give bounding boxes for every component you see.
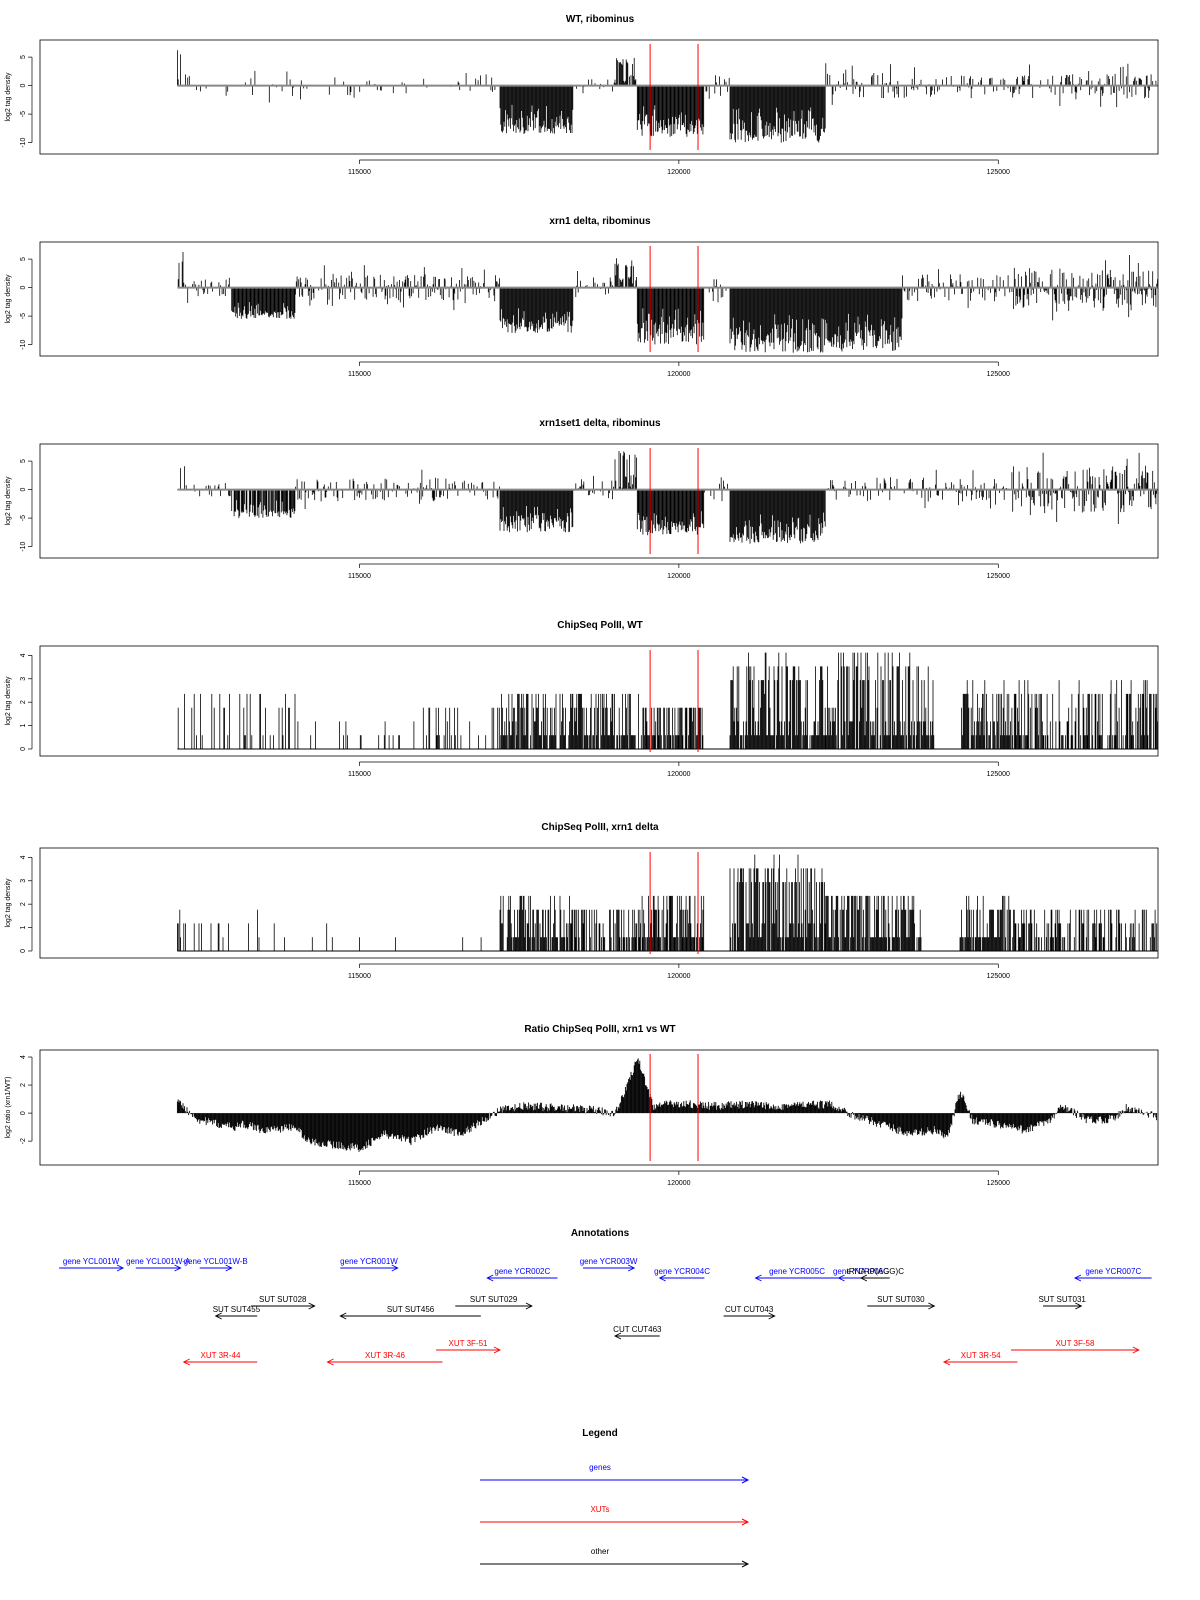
y-tick-label: 0	[20, 286, 27, 290]
x-axis: 115000 120000 125000	[348, 159, 1010, 176]
y-tick-label: 0	[20, 747, 27, 751]
panel-5: ChipSeq PolII, xrn1 delta 0 1 2 3 4 log2 tag d…	[5, 822, 1159, 980]
y-tick-label: 3	[20, 879, 27, 883]
plot-frame	[39, 443, 1159, 559]
y-tick-label: 0	[20, 488, 27, 492]
plot-frame	[39, 39, 1159, 155]
y-axis: -10 -5 0 5	[20, 257, 33, 350]
y-tick-label: 4	[20, 653, 27, 657]
y-axis: 0 1 2 3 4	[20, 653, 33, 751]
panel-6: Ratio ChipSeq PolII, xrn1 vs WT-2024log2…	[5, 1024, 1159, 1187]
panel-title: WT, ribominus	[566, 14, 635, 25]
plot-frame	[39, 645, 1159, 757]
panel-title: ChipSeq PolII, xrn1 delta	[541, 822, 659, 833]
plot-frame	[39, 847, 1159, 959]
y-tick-label: -5	[20, 515, 27, 521]
y-tick-label: 0	[20, 84, 27, 88]
y-tick-label: -5	[20, 313, 27, 319]
y-tick-label: 5	[20, 459, 27, 463]
bar-series	[177, 252, 1158, 353]
y-tick-label: 5	[20, 257, 27, 261]
y-tick-label: 4	[20, 855, 27, 859]
ratio-series	[176, 1058, 1158, 1152]
y-tick-label: 1	[20, 724, 27, 728]
x-tick-label: 120000	[667, 371, 690, 378]
x-tick-label: 125000	[987, 371, 1010, 378]
y-axis-label: log2 tag density	[5, 274, 12, 324]
x-axis: 115000 120000 125000	[348, 563, 1010, 580]
y-tick-label: -10	[20, 137, 27, 147]
panel-title: xrn1 delta, ribominus	[549, 216, 651, 227]
x-tick-label: 115000	[348, 573, 371, 580]
panel-1: WT, ribominus -10 -5 0 5 log2 tag density 1150…	[5, 14, 1159, 176]
y-tick-label: 3	[20, 677, 27, 681]
x-axis: 115000 120000 125000	[348, 963, 1010, 980]
y-axis-label: log2 tag density	[5, 476, 12, 526]
y-axis: 0 1 2 3 4	[20, 855, 33, 953]
y-axis: -10 -5 0 5	[20, 459, 33, 552]
y-axis-label: log2 tag density	[5, 72, 12, 122]
panel-title: ChipSeq PolII, WT	[557, 620, 643, 631]
x-tick-label: 115000	[348, 771, 371, 778]
y-axis-label: log2 tag density	[5, 878, 12, 928]
x-tick-label: 125000	[987, 973, 1010, 980]
y-tick-label: -5	[20, 111, 27, 117]
y-tick-label: 2	[20, 700, 27, 704]
x-axis: 115000 120000 125000	[348, 761, 1010, 778]
x-tick-label: 120000	[667, 771, 690, 778]
x-tick-label: 120000	[667, 573, 690, 580]
y-axis: -10 -5 0 5	[20, 55, 33, 148]
panel-title: Ratio ChipSeq PolII, xrn1 vs WT	[524, 1024, 675, 1035]
bar-series	[180, 451, 1158, 544]
y-tick-label: 2	[20, 902, 27, 906]
x-tick-label: 115000	[348, 169, 371, 176]
x-tick-label: 115000	[348, 973, 371, 980]
y-tick-label: 0	[20, 949, 27, 953]
x-tick-label: 125000	[987, 573, 1010, 580]
x-tick-label: 120000	[667, 169, 690, 176]
panel-3: xrn1set1 delta, ribominus -10 -5 0 5 log2 tag…	[5, 418, 1159, 580]
panel-2: xrn1 delta, ribominus -10 -5 0 5 log2 tag den…	[5, 216, 1159, 378]
y-tick-label: -10	[20, 541, 27, 551]
x-axis: 115000 120000 125000	[348, 361, 1010, 378]
panel-title: xrn1set1 delta, ribominus	[539, 418, 661, 429]
y-tick-label: -10	[20, 339, 27, 349]
y-axis-label: log2 tag density	[5, 676, 12, 726]
x-tick-label: 125000	[987, 771, 1010, 778]
x-tick-label: 115000	[348, 371, 371, 378]
bar-series	[176, 854, 1158, 951]
bar-series	[177, 652, 1158, 749]
bar-series	[176, 50, 1157, 143]
y-tick-label: 1	[20, 926, 27, 930]
x-tick-label: 120000	[667, 973, 690, 980]
plot-frame	[39, 241, 1159, 357]
panel-4: ChipSeq PolII, WT 0 1 2 3 4 log2 tag density 11…	[5, 620, 1159, 778]
y-tick-label: 5	[20, 55, 27, 59]
x-tick-label: 125000	[987, 169, 1010, 176]
